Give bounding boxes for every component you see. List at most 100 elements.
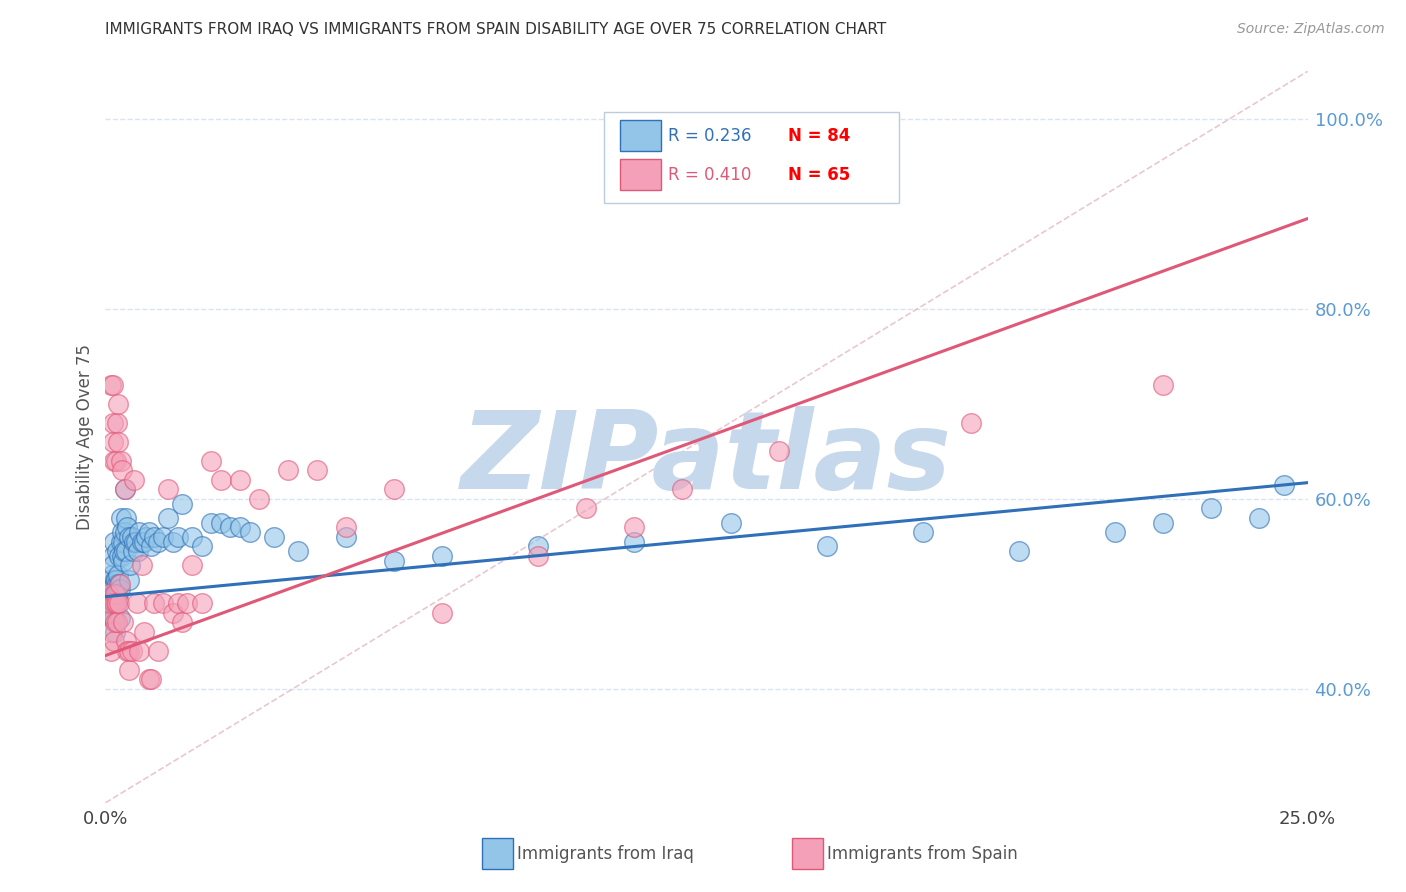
Point xyxy=(124,473,146,487)
Point xyxy=(103,596,125,610)
Point xyxy=(247,491,270,506)
Point xyxy=(148,534,170,549)
Point xyxy=(112,615,135,630)
Point xyxy=(103,634,125,648)
Point xyxy=(121,644,143,658)
Point xyxy=(107,567,129,582)
Text: IMMIGRANTS FROM IRAQ VS IMMIGRANTS FROM SPAIN DISABILITY AGE OVER 75 CORRELATION: IMMIGRANTS FROM IRAQ VS IMMIGRANTS FROM … xyxy=(105,22,887,37)
Point xyxy=(287,544,309,558)
Point xyxy=(382,553,405,567)
Point xyxy=(117,573,139,587)
Point xyxy=(671,483,693,497)
Point xyxy=(108,582,131,596)
Point xyxy=(527,539,550,553)
Point xyxy=(105,587,128,601)
Point xyxy=(1201,501,1223,516)
Point xyxy=(118,663,141,677)
Point xyxy=(1272,477,1295,491)
Point xyxy=(162,606,184,620)
Point xyxy=(104,454,127,468)
Point xyxy=(108,577,131,591)
Point xyxy=(98,596,121,610)
Point xyxy=(263,530,285,544)
Point xyxy=(277,463,299,477)
Point xyxy=(527,549,550,563)
Text: N = 84: N = 84 xyxy=(789,127,851,145)
Text: Immigrants from Iraq: Immigrants from Iraq xyxy=(517,845,695,863)
Text: R = 0.236: R = 0.236 xyxy=(668,127,752,145)
Point xyxy=(98,587,121,601)
Text: Source: ZipAtlas.com: Source: ZipAtlas.com xyxy=(1237,22,1385,37)
Point xyxy=(172,615,194,630)
Point xyxy=(110,534,132,549)
Text: Immigrants from Spain: Immigrants from Spain xyxy=(827,845,1018,863)
Point xyxy=(108,549,131,563)
Point xyxy=(103,615,125,630)
Point xyxy=(98,606,121,620)
Point xyxy=(108,577,131,591)
Point xyxy=(100,377,122,392)
Point xyxy=(124,534,146,549)
Text: R = 0.410: R = 0.410 xyxy=(668,166,751,185)
Point xyxy=(152,530,174,544)
Point xyxy=(152,596,174,610)
Point xyxy=(131,534,153,549)
Point xyxy=(101,434,124,449)
Point xyxy=(305,463,328,477)
Point xyxy=(101,558,124,573)
Point xyxy=(100,596,122,610)
Point xyxy=(335,530,357,544)
Point xyxy=(139,673,162,687)
Point xyxy=(104,582,127,596)
Point xyxy=(105,573,128,587)
Point xyxy=(114,634,136,648)
Point xyxy=(162,534,184,549)
Point xyxy=(142,596,165,610)
Point xyxy=(1008,544,1031,558)
FancyBboxPatch shape xyxy=(620,120,661,151)
Point xyxy=(107,577,129,591)
Point xyxy=(430,549,453,563)
Point xyxy=(121,530,143,544)
Point xyxy=(117,644,139,658)
Point xyxy=(382,483,405,497)
Point xyxy=(190,596,212,610)
Point xyxy=(229,473,252,487)
Point xyxy=(138,673,160,687)
Point xyxy=(104,587,127,601)
Point xyxy=(430,606,453,620)
Point xyxy=(128,524,150,539)
Point xyxy=(108,610,131,624)
Point xyxy=(105,596,128,610)
Point xyxy=(105,615,128,630)
Point xyxy=(768,444,790,458)
Point xyxy=(135,530,157,544)
Point xyxy=(1152,516,1174,530)
Point xyxy=(103,610,125,624)
Point xyxy=(335,520,357,534)
Point xyxy=(101,610,124,624)
Point xyxy=(720,516,742,530)
Point xyxy=(911,524,934,539)
Point xyxy=(112,544,135,558)
Point xyxy=(98,606,121,620)
Point xyxy=(623,520,645,534)
Point xyxy=(107,596,129,610)
Point xyxy=(97,587,120,601)
Point xyxy=(121,544,143,558)
Point xyxy=(98,573,121,587)
Point xyxy=(172,497,194,511)
Text: ZIPatlas: ZIPatlas xyxy=(461,406,952,512)
Point xyxy=(575,501,598,516)
Point xyxy=(112,534,135,549)
Point xyxy=(156,483,179,497)
Point xyxy=(200,516,222,530)
Point xyxy=(114,524,136,539)
FancyBboxPatch shape xyxy=(620,159,661,190)
Point xyxy=(111,549,134,563)
Point xyxy=(1249,511,1271,525)
Point xyxy=(114,511,136,525)
FancyBboxPatch shape xyxy=(605,112,898,203)
Point xyxy=(200,454,222,468)
Point xyxy=(103,454,125,468)
